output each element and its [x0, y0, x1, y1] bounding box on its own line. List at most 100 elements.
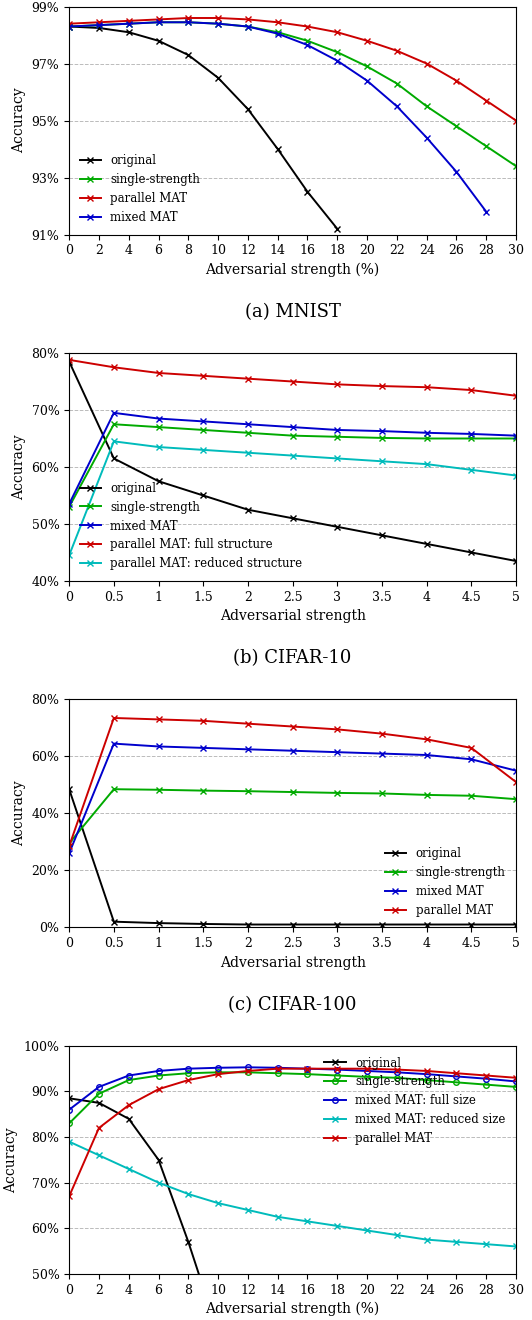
original	[96, 20, 102, 36]
Line: mixed MAT: mixed MAT	[66, 741, 519, 857]
mixed MAT	[66, 845, 72, 861]
parallel MAT	[185, 1072, 192, 1088]
mixed MAT: reduced size: (20, 59.5): reduced size: (20, 59.5)	[364, 1222, 370, 1238]
mixed MAT: reduced size: (28, 56.5): reduced size: (28, 56.5)	[483, 1237, 489, 1253]
single-strength	[334, 785, 340, 801]
Line: original: original	[66, 359, 519, 564]
mixed MAT	[304, 37, 311, 53]
original	[126, 24, 132, 40]
original	[245, 916, 251, 932]
single-strength	[483, 1077, 489, 1093]
single-strength	[304, 1067, 311, 1082]
mixed MAT: full size: (10, 95.2): full size: (10, 95.2)	[215, 1060, 221, 1076]
parallel MAT	[513, 112, 519, 128]
parallel MAT: full structure: (2.5, 75): full structure: (2.5, 75)	[289, 374, 296, 389]
mixed MAT	[245, 742, 251, 758]
mixed MAT: full size: (20, 94.5): full size: (20, 94.5)	[364, 1063, 370, 1078]
original	[155, 33, 162, 49]
parallel MAT	[155, 711, 162, 727]
Line: parallel MAT: parallel MAT	[66, 16, 519, 123]
single-strength	[423, 430, 430, 446]
single-strength	[394, 1071, 400, 1086]
original	[334, 916, 340, 932]
Text: (b) CIFAR-10: (b) CIFAR-10	[234, 649, 352, 668]
single-strength	[200, 783, 206, 799]
parallel MAT: reduced structure: (3, 61.5): reduced structure: (3, 61.5)	[334, 450, 340, 466]
mixed MAT: full size: (0, 86): full size: (0, 86)	[66, 1102, 72, 1118]
mixed MAT: reduced size: (12, 64): reduced size: (12, 64)	[245, 1203, 251, 1218]
parallel MAT	[245, 715, 251, 731]
original	[334, 519, 340, 535]
mixed MAT: reduced size: (2, 76): reduced size: (2, 76)	[96, 1147, 102, 1163]
parallel MAT	[66, 16, 72, 32]
single-strength	[334, 45, 340, 61]
X-axis label: Adversarial strength (%): Adversarial strength (%)	[205, 263, 380, 277]
parallel MAT: reduced structure: (1.5, 63): reduced structure: (1.5, 63)	[200, 442, 206, 458]
single-strength	[215, 1064, 221, 1080]
mixed MAT: reduced size: (26, 57): reduced size: (26, 57)	[453, 1234, 460, 1250]
parallel MAT	[215, 11, 221, 26]
parallel MAT: reduced structure: (2, 62.5): reduced structure: (2, 62.5)	[245, 445, 251, 461]
original	[66, 1090, 72, 1106]
Line: single-strength: single-strength	[66, 421, 519, 510]
parallel MAT	[364, 33, 370, 49]
parallel MAT	[66, 838, 72, 854]
single-strength	[96, 17, 102, 33]
Legend: original, single-strength, mixed MAT, parallel MAT: full structure, parallel MAT: original, single-strength, mixed MAT, pa…	[75, 477, 307, 576]
original	[215, 70, 221, 86]
mixed MAT: reduced size: (0, 79): reduced size: (0, 79)	[66, 1134, 72, 1150]
mixed MAT	[423, 425, 430, 441]
single-strength	[185, 15, 192, 30]
mixed MAT	[275, 26, 281, 42]
mixed MAT	[379, 424, 385, 440]
mixed MAT: reduced size: (16, 61.5): reduced size: (16, 61.5)	[304, 1213, 311, 1229]
single-strength	[364, 1069, 370, 1085]
mixed MAT: reduced size: (8, 67.5): reduced size: (8, 67.5)	[185, 1187, 192, 1203]
mixed MAT	[289, 743, 296, 759]
mixed MAT	[155, 739, 162, 755]
mixed MAT: full size: (30, 92.2): full size: (30, 92.2)	[513, 1073, 519, 1089]
original	[245, 502, 251, 517]
single-strength	[334, 1068, 340, 1084]
mixed MAT	[334, 422, 340, 438]
mixed MAT	[364, 73, 370, 88]
original	[155, 915, 162, 931]
parallel MAT: full structure: (3.5, 74.2): full structure: (3.5, 74.2)	[379, 378, 385, 393]
single-strength	[66, 499, 72, 515]
parallel MAT	[96, 15, 102, 30]
parallel MAT	[334, 722, 340, 738]
single-strength	[155, 420, 162, 436]
single-strength	[379, 430, 385, 446]
Line: parallel MAT: parallel MAT	[66, 1065, 519, 1199]
Legend: original, single-strength, mixed MAT: full size, mixed MAT: reduced size, parall: original, single-strength, mixed MAT: fu…	[320, 1052, 510, 1150]
mixed MAT	[379, 746, 385, 762]
original	[155, 474, 162, 490]
mixed MAT: reduced size: (22, 58.5): reduced size: (22, 58.5)	[394, 1228, 400, 1243]
parallel MAT	[126, 13, 132, 29]
single-strength	[513, 430, 519, 446]
parallel MAT: reduced structure: (3.5, 61): reduced structure: (3.5, 61)	[379, 453, 385, 469]
original	[200, 487, 206, 503]
parallel MAT	[304, 1061, 311, 1077]
single-strength	[379, 785, 385, 801]
X-axis label: Adversarial strength: Adversarial strength	[220, 610, 365, 623]
single-strength	[245, 1064, 251, 1080]
single-strength	[200, 422, 206, 438]
original	[379, 528, 385, 544]
parallel MAT	[483, 1068, 489, 1084]
single-strength	[155, 781, 162, 797]
parallel MAT: reduced structure: (5, 58.5): reduced structure: (5, 58.5)	[513, 467, 519, 483]
original	[185, 48, 192, 63]
single-strength	[513, 158, 519, 174]
parallel MAT	[513, 774, 519, 789]
parallel MAT: reduced structure: (1, 63.5): reduced structure: (1, 63.5)	[155, 440, 162, 455]
parallel MAT	[423, 55, 430, 71]
original	[289, 511, 296, 527]
mixed MAT	[200, 741, 206, 756]
original	[423, 536, 430, 552]
parallel MAT: full structure: (1.5, 76): full structure: (1.5, 76)	[200, 368, 206, 384]
mixed MAT: full size: (28, 92.8): full size: (28, 92.8)	[483, 1071, 489, 1086]
mixed MAT	[66, 496, 72, 512]
mixed MAT	[453, 164, 460, 180]
single-strength	[364, 58, 370, 74]
